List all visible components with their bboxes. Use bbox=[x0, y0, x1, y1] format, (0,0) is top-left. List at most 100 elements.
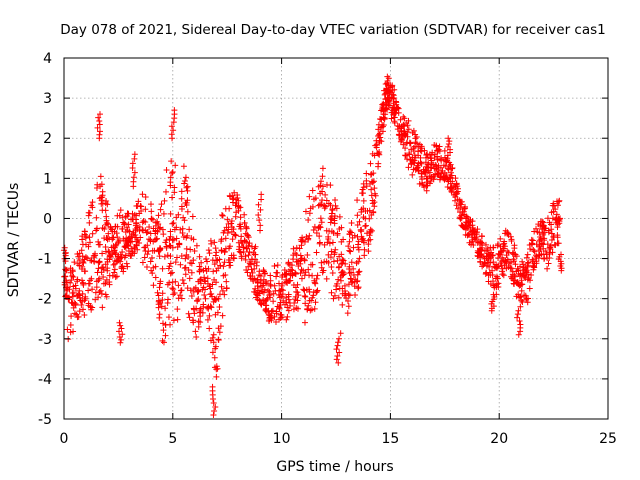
data-point bbox=[66, 286, 73, 293]
data-point bbox=[157, 206, 164, 213]
data-point bbox=[201, 292, 208, 299]
data-point bbox=[285, 259, 292, 266]
data-point bbox=[270, 298, 277, 305]
data-point bbox=[94, 124, 101, 131]
data-point bbox=[384, 78, 391, 84]
data-point bbox=[385, 75, 392, 82]
data-point bbox=[230, 255, 237, 262]
data-point bbox=[155, 304, 162, 311]
data-point bbox=[346, 263, 353, 270]
data-point bbox=[76, 287, 83, 294]
data-point bbox=[449, 186, 456, 193]
data-point bbox=[178, 195, 185, 202]
data-point bbox=[509, 250, 516, 257]
data-point bbox=[309, 187, 316, 194]
data-point bbox=[186, 275, 193, 282]
data-point bbox=[299, 237, 306, 244]
data-point bbox=[551, 202, 558, 209]
data-point bbox=[384, 106, 391, 113]
data-point bbox=[155, 297, 162, 304]
data-point bbox=[363, 230, 370, 237]
data-point bbox=[156, 246, 163, 253]
data-point bbox=[99, 304, 106, 311]
data-point bbox=[531, 228, 538, 235]
data-point bbox=[149, 216, 156, 223]
data-point bbox=[116, 319, 123, 326]
data-point bbox=[134, 202, 141, 209]
data-point bbox=[376, 131, 383, 138]
data-point bbox=[242, 256, 249, 263]
y-tick-label: -5 bbox=[38, 412, 52, 428]
data-point bbox=[351, 232, 358, 239]
data-point bbox=[80, 306, 87, 313]
data-point bbox=[328, 263, 335, 270]
data-point bbox=[166, 279, 173, 286]
data-point bbox=[378, 124, 385, 131]
data-point bbox=[183, 251, 190, 258]
data-point bbox=[93, 284, 100, 291]
data-point bbox=[168, 158, 175, 165]
data-point bbox=[167, 233, 174, 240]
data-point bbox=[540, 231, 547, 238]
data-point bbox=[310, 227, 317, 233]
data-point bbox=[407, 140, 414, 147]
data-point bbox=[158, 303, 165, 310]
data-point bbox=[197, 276, 204, 283]
data-point bbox=[428, 159, 435, 166]
data-point bbox=[188, 292, 195, 299]
data-point bbox=[237, 214, 244, 221]
data-point bbox=[300, 267, 307, 274]
data-point bbox=[170, 317, 177, 324]
data-point bbox=[96, 275, 103, 282]
data-point bbox=[182, 174, 189, 181]
data-point bbox=[339, 256, 346, 263]
data-point bbox=[548, 230, 555, 237]
data-point bbox=[381, 91, 388, 98]
data-point bbox=[447, 161, 454, 168]
data-point bbox=[96, 241, 103, 248]
data-point bbox=[79, 253, 86, 260]
data-point bbox=[346, 270, 353, 277]
data-point bbox=[515, 271, 522, 278]
data-point bbox=[435, 171, 442, 178]
data-point bbox=[255, 212, 262, 219]
data-point bbox=[294, 297, 301, 304]
data-point bbox=[318, 259, 325, 266]
data-point bbox=[333, 346, 340, 353]
data-point bbox=[545, 229, 552, 236]
y-tick-labels: -5 -4 -3 -2 -1 0 1 2 3 4 bbox=[38, 51, 52, 428]
data-point bbox=[342, 260, 349, 267]
data-point bbox=[222, 235, 229, 242]
data-point bbox=[210, 298, 217, 305]
data-point bbox=[283, 271, 290, 278]
data-point bbox=[309, 261, 316, 268]
data-point bbox=[70, 289, 77, 296]
data-point bbox=[228, 220, 235, 227]
data-point bbox=[378, 138, 385, 145]
data-point bbox=[335, 359, 342, 366]
data-point bbox=[293, 259, 300, 266]
data-point bbox=[370, 178, 377, 185]
data-point bbox=[215, 336, 222, 343]
data-point bbox=[81, 268, 88, 275]
data-point bbox=[329, 269, 336, 276]
data-point bbox=[135, 198, 142, 205]
data-point bbox=[344, 297, 351, 304]
data-point bbox=[346, 228, 353, 235]
data-point bbox=[345, 291, 352, 298]
data-point bbox=[341, 282, 348, 289]
data-point bbox=[262, 306, 269, 313]
x-tick-label: 20 bbox=[490, 431, 508, 447]
data-point bbox=[231, 189, 238, 196]
data-point bbox=[358, 208, 365, 215]
data-point bbox=[381, 116, 388, 123]
data-point bbox=[159, 290, 166, 297]
data-point bbox=[185, 310, 192, 317]
data-point bbox=[243, 239, 250, 246]
data-point bbox=[211, 261, 218, 268]
data-point bbox=[499, 265, 506, 272]
data-point bbox=[311, 305, 318, 312]
data-point bbox=[422, 159, 429, 166]
data-point bbox=[149, 247, 156, 254]
data-point bbox=[423, 175, 430, 182]
